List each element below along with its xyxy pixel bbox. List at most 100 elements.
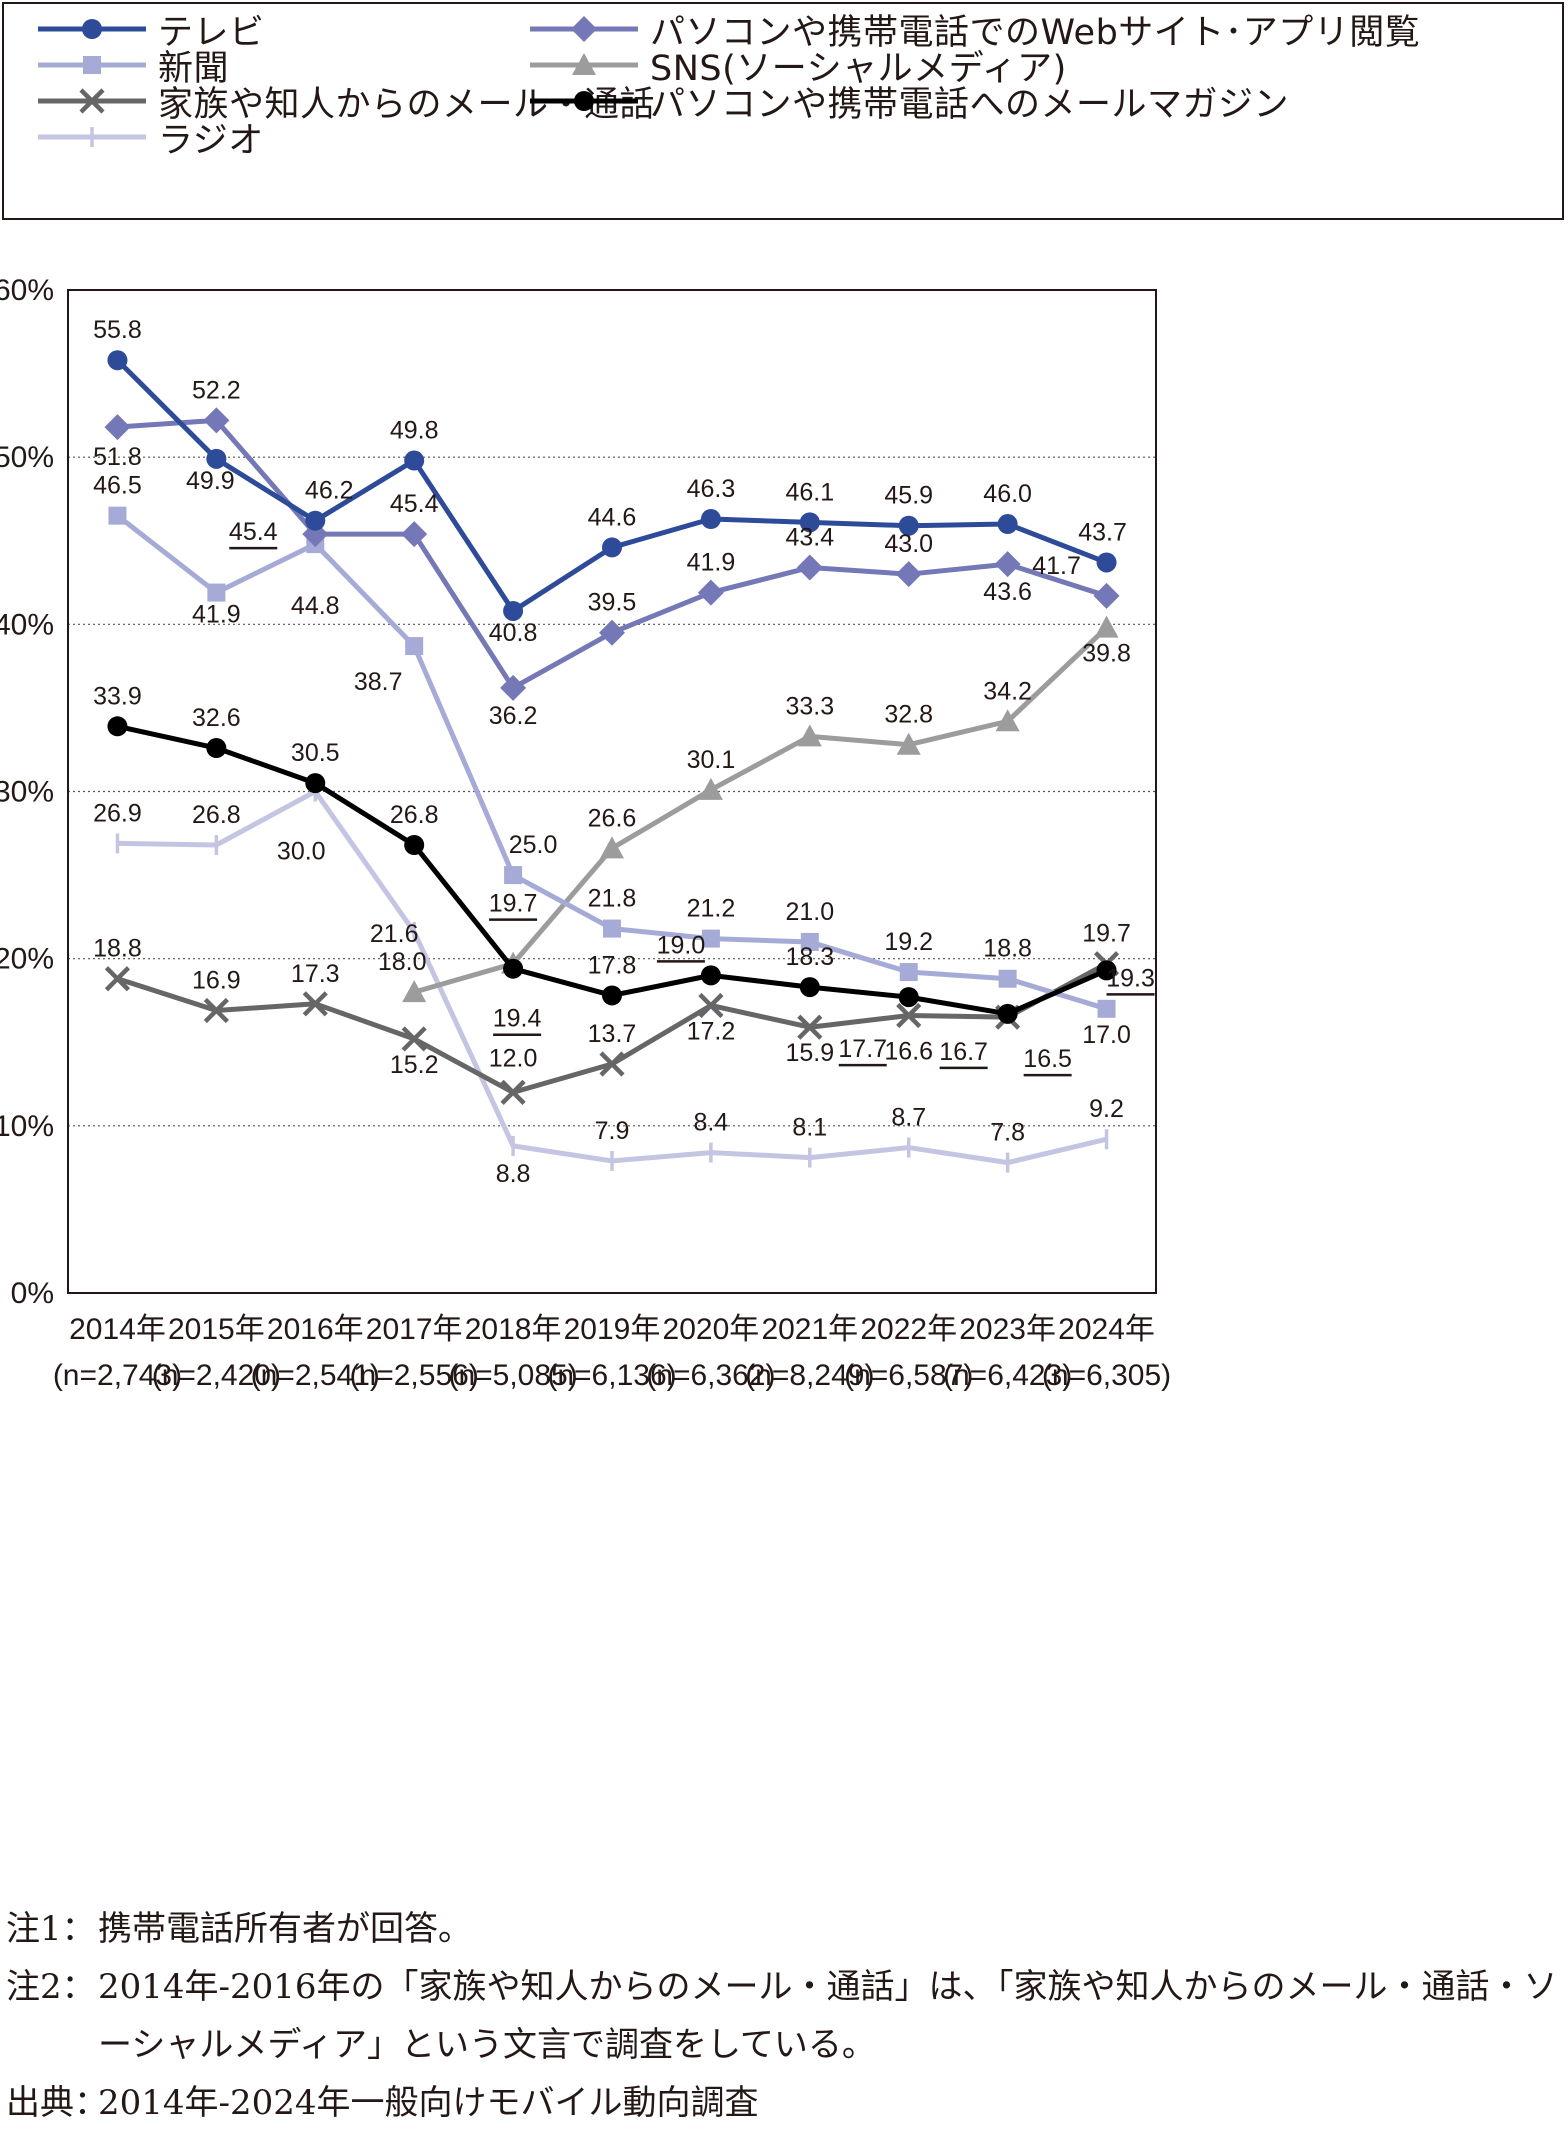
note-1-text: 携帯電話所有者が回答。 [98,1909,472,1949]
legend-swatch [38,56,146,74]
x-tick-label-year: 2015年 [168,1313,265,1346]
data-point [896,1002,922,1029]
data-point [206,738,227,759]
data-label: 21.8 [588,885,637,913]
legend-swatch [530,53,638,75]
data-label: 36.2 [489,702,538,730]
data-point [600,836,624,859]
legend-marker [574,91,594,111]
data-point [503,600,524,621]
data-label: 18.3 [785,943,834,971]
y-tick-label: 50% [0,441,54,474]
data-point [899,963,918,982]
data-label: 16.7 [939,1038,988,1066]
data-point [504,866,523,885]
plot-area [67,289,1157,1294]
data-point [602,537,622,558]
series-0 [107,350,1117,621]
data-label: 13.7 [588,1020,637,1048]
data-point [995,709,1020,732]
data-label: 45.4 [390,490,439,518]
data-point [404,450,425,471]
data-label: 34.2 [983,677,1032,705]
x-tick-label-n: (n=6,423) [943,1359,1072,1392]
data-label: 44.8 [291,592,340,620]
legend-swatch [38,88,146,114]
data-label: 44.6 [588,503,637,531]
source-note: 出典： 2014年-2024年一般向けモバイル動向調査 [6,2074,1562,2132]
note-2: 注2： 2014年-2016年の「家族や知人からのメール・通話」は、「家族や知人… [6,1958,1562,2074]
x-tick-label-year: 2024年 [1058,1313,1155,1346]
x-tick-label-year: 2021年 [761,1313,858,1346]
data-label: 39.5 [588,589,637,617]
y-tick-label: 60% [0,274,54,307]
data-point [1093,582,1120,609]
data-point [896,732,921,755]
data-label: 45.4 [229,518,278,546]
data-point [108,506,127,525]
x-tick-label-n: (n=6,362) [646,1359,775,1392]
data-label: 46.3 [687,475,736,503]
data-labels-6: 26.9 26.8 30.0 21.6 8.8 7.9 8.4 8.1 8.7 7.8 9.2 [93,799,1124,1188]
data-labels-3: 18.0 19.7 26.6 30.1 33.3 32.8 34.2 39.8 [378,640,1131,976]
data-label: 43.7 [1078,518,1127,546]
data-point [206,448,227,469]
legend-marker [571,16,597,42]
data-label: 17.8 [588,951,637,979]
x-tick-label-year: 2020年 [663,1313,760,1346]
data-label: 19.2 [884,928,933,956]
data-label: 30.0 [277,838,326,866]
data-point [799,977,820,998]
data-label: 38.7 [354,668,403,696]
data-label: 26.8 [192,801,241,829]
x-tick-label-n: (n=2,743) [53,1359,182,1392]
data-label: 33.3 [785,692,834,720]
x-tick-label-n: (n=6,136) [547,1359,676,1392]
data-point [500,674,527,701]
data-label: 51.8 [93,443,142,471]
source-label: 出典： [6,2083,108,2123]
data-point [898,515,919,536]
data-label: 46.2 [305,477,354,505]
data-labels-2: 46.5 41.9 44.8 38.7 25.0 21.8 21.2 21.0 19.2 18.8… [93,472,1131,1049]
line-chart: 0% 10% 20% 30% 40% 50% 60% 2014年 (n=2,743) 2015年 (… [0,274,1171,1392]
legend-item: テレビ [4,7,265,53]
x-tick-label-year: 2023年 [959,1313,1056,1346]
data-point [104,966,131,992]
data-point [898,987,919,1008]
data-labels-1: 51.8 52.2 45.4 45.4 36.2 39.5 41.9 43.4 43.0 43.6… [93,376,1081,729]
note-1: 注1： 携帯電話所有者が回答。 [6,1900,1562,1958]
data-point [207,583,226,602]
data-label: 19.0 [657,931,706,959]
data-label: 45.9 [884,482,933,510]
x-tick-label-year: 2016年 [267,1313,364,1346]
data-label: 32.6 [192,704,241,732]
data-point [800,932,819,951]
data-point [302,991,328,1017]
legend-label: SNS(ソーシャルメディア) [650,48,1067,89]
data-label: 15.2 [390,1051,439,1079]
data-label: 17.7 [838,1035,887,1063]
data-label: 49.9 [186,467,235,495]
data-label: 43.4 [785,523,834,551]
data-point [599,619,625,646]
legend-item: パソコンや携帯電話へのメールマガジン [496,79,1289,125]
x-tick-label-n: (n=2,541) [251,1359,380,1392]
data-point [895,561,922,588]
data-point [697,579,724,606]
x-tick-label-n: (n=2,556) [350,1359,479,1392]
x-tick-label-n: (n=6,305) [1042,1359,1171,1392]
data-label: 16.9 [192,966,241,994]
legend-swatch [530,16,638,42]
legend-item: 家族や知人からのメール・通話 [4,79,655,125]
data-point [997,1003,1018,1024]
legend-label: ラジオ [158,120,264,161]
data-label: 30.5 [291,739,340,767]
data-label: 26.8 [390,801,439,829]
data-point [305,773,326,794]
data-label: 7.9 [595,1117,630,1145]
data-point [994,551,1021,578]
data-point [203,997,229,1024]
data-label: 17.3 [291,960,340,988]
data-label: 16.5 [1023,1045,1072,1073]
